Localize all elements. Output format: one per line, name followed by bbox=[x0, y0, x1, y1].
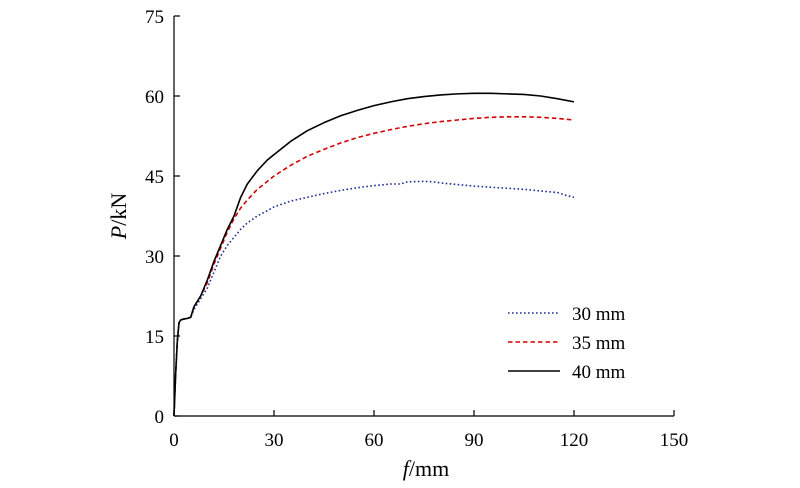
y-axis-symbol: P bbox=[106, 226, 131, 240]
y-axis-unit: /kN bbox=[106, 193, 131, 226]
legend-label-3: 40 mm bbox=[572, 362, 626, 383]
x-tick-label: 60 bbox=[365, 430, 384, 451]
x-tick-label: 0 bbox=[169, 430, 179, 451]
axes: 0 30 60 90 120 150 0 15 30 45 60 75 bbox=[145, 7, 688, 451]
x-tick-label: 90 bbox=[465, 430, 484, 451]
x-axis-unit: /mm bbox=[409, 456, 449, 481]
x-axis-label: f/mm bbox=[403, 456, 449, 481]
series-line-3 bbox=[173, 92, 575, 417]
legend: 30 mm 35 mm 40 mm bbox=[508, 304, 626, 383]
legend-label-1: 30 mm bbox=[572, 304, 626, 325]
svg-text:P/kN: P/kN bbox=[106, 193, 131, 241]
y-tick-label: 45 bbox=[145, 167, 164, 188]
legend-label-2: 35 mm bbox=[572, 333, 626, 354]
plot-area bbox=[173, 92, 575, 417]
x-axis-symbol: f bbox=[403, 456, 412, 481]
x-tick-label: 150 bbox=[660, 430, 689, 451]
y-tick-label: 75 bbox=[145, 7, 164, 28]
y-tick-label: 0 bbox=[155, 407, 165, 428]
y-tick-label: 60 bbox=[145, 87, 164, 108]
x-tick-label: 30 bbox=[265, 430, 284, 451]
y-axis-label: P/kN bbox=[106, 193, 131, 241]
y-tick-label: 30 bbox=[145, 247, 164, 268]
x-tick-label: 120 bbox=[560, 430, 589, 451]
series-line-2 bbox=[173, 116, 575, 417]
y-tick-label: 15 bbox=[145, 327, 164, 348]
svg-text:f/mm: f/mm bbox=[403, 456, 449, 481]
